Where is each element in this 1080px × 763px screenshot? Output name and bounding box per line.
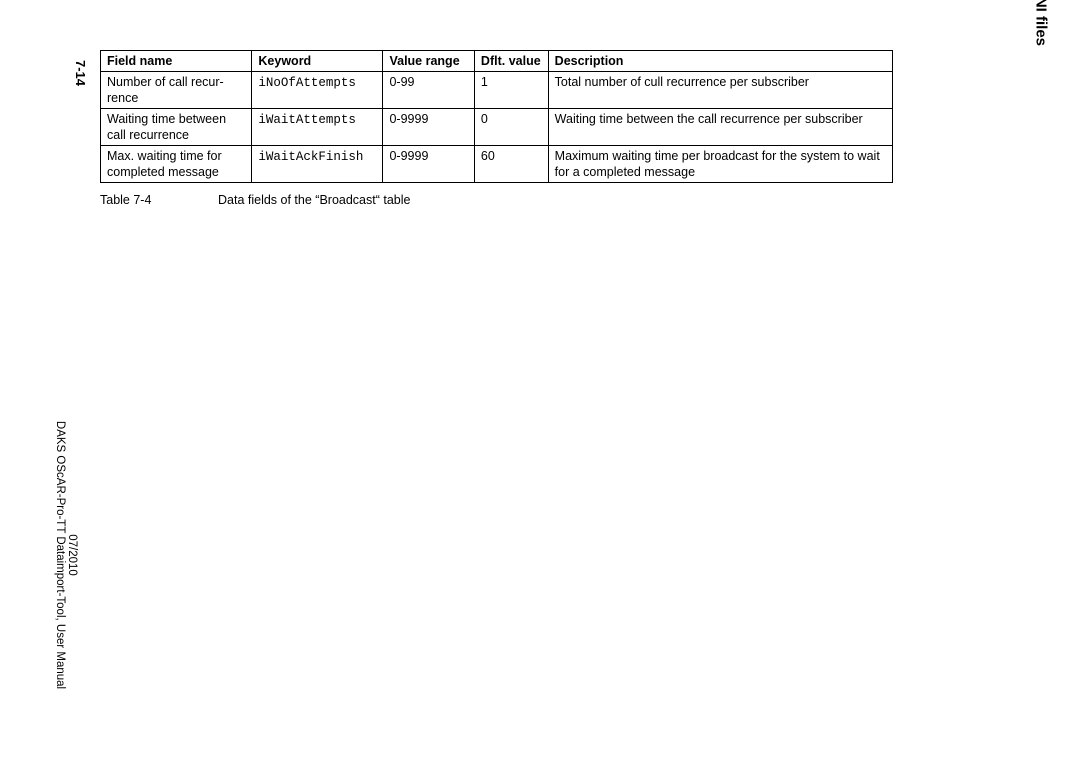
col-header-range: Value range <box>383 51 474 72</box>
table-row: Number of call recur­rence iNoOfAttempts… <box>101 72 893 109</box>
caption-label: Table 7-4 <box>100 193 218 207</box>
cell-dflt: 0 <box>474 109 548 146</box>
cell-range: 0-99 <box>383 72 474 109</box>
broadcast-fields-table: Field name Keyword Value range Dflt. val… <box>100 50 893 183</box>
page-content: Field name Keyword Value range Dflt. val… <box>100 50 920 207</box>
table-row: Waiting time between call recurrence iWa… <box>101 109 893 146</box>
cell-keyword: iWaitAttempts <box>252 109 383 146</box>
footer-doc-title: DAKS OScAR-Pro-TT Dataimport-Tool, User … <box>54 395 66 715</box>
caption-text: Data fields of the “Broadcast“ table <box>218 193 410 207</box>
keyword-code: iWaitAckFinish <box>258 150 363 164</box>
cell-desc: Maximum waiting time per broadcast for t… <box>548 146 892 183</box>
table-header-row: Field name Keyword Value range Dflt. val… <box>101 51 893 72</box>
cell-field: Waiting time between call recurrence <box>101 109 252 146</box>
keyword-code: iWaitAttempts <box>258 113 356 127</box>
cell-desc: Waiting time between the call recurrence… <box>548 109 892 146</box>
col-header-dflt: Dflt. value <box>474 51 548 72</box>
cell-keyword: iNoOfAttempts <box>252 72 383 109</box>
side-running-header: Description of INI files Table fields <box>1013 0 1048 46</box>
cell-dflt: 60 <box>474 146 548 183</box>
cell-range: 0-9999 <box>383 146 474 183</box>
page-footer: 07/2010 DAKS OScAR-Pro-TT Dataimport-Too… <box>54 395 78 715</box>
col-header-desc: Description <box>548 51 892 72</box>
table-caption: Table 7-4 Data fields of the “Broadcast“… <box>100 193 920 207</box>
cell-field: Max. waiting time for completed message <box>101 146 252 183</box>
col-header-field: Field name <box>101 51 252 72</box>
keyword-code: iNoOfAttempts <box>258 76 356 90</box>
cell-keyword: iWaitAckFinish <box>252 146 383 183</box>
cell-field: Number of call recur­rence <box>101 72 252 109</box>
cell-desc: Total number of cull recurrence per subs… <box>548 72 892 109</box>
section-subtitle: Table fields <box>1013 0 1029 46</box>
section-title: Description of INI files <box>1032 0 1049 46</box>
page-number: 7-14 <box>73 60 88 86</box>
cell-range: 0-9999 <box>383 109 474 146</box>
cell-dflt: 1 <box>474 72 548 109</box>
col-header-keyword: Keyword <box>252 51 383 72</box>
table-row: Max. waiting time for completed message … <box>101 146 893 183</box>
footer-date: 07/2010 <box>66 395 78 715</box>
